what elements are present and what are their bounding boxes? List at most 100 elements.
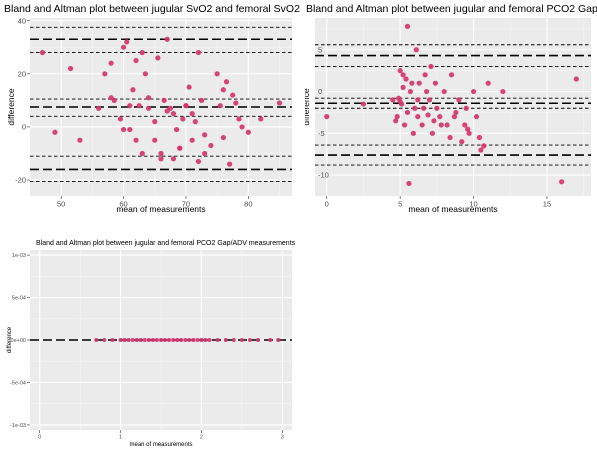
data-point (199, 338, 204, 342)
data-point (227, 161, 233, 167)
y-tick-label: 0 (22, 123, 26, 132)
data-point (145, 95, 152, 101)
data-point (230, 92, 236, 98)
data-point (478, 147, 484, 153)
y-tick-label: -20 (15, 176, 26, 185)
data-point (448, 72, 455, 78)
x-tick-label: 1 (119, 435, 122, 441)
data-point (432, 80, 438, 86)
data-point (396, 95, 402, 101)
data-point (324, 114, 330, 120)
data-point (170, 156, 177, 162)
data-point (145, 105, 152, 111)
data-point (456, 97, 462, 103)
data-point (170, 111, 177, 117)
y-tick-label: 0 (318, 87, 322, 96)
data-point (360, 101, 367, 107)
data-point (409, 80, 415, 86)
data-point (451, 114, 458, 120)
data-point (117, 116, 124, 122)
data-point (198, 97, 205, 103)
x-tick-label: 50 (57, 200, 65, 209)
y-tick-label: -5 (318, 129, 325, 138)
data-point (133, 57, 139, 64)
data-point (426, 97, 433, 103)
x-tick-label: 10 (469, 200, 477, 209)
y-axis-label: difference (7, 326, 13, 353)
data-point (459, 139, 465, 145)
data-point (258, 116, 264, 122)
data-point (152, 137, 158, 143)
data-point (180, 116, 186, 122)
data-point (175, 338, 180, 342)
y-tick-label: 5e-04 (12, 295, 26, 301)
chart-pco2-gap: 0 5 10 15 -10 -5 0 5 Bland and Altman plot betwe… (305, 0, 597, 220)
data-point (406, 180, 412, 187)
data-point (559, 179, 565, 185)
data-point (139, 49, 145, 56)
data-point (407, 88, 414, 95)
data-point (429, 130, 436, 136)
data-point (189, 137, 195, 143)
data-point (120, 126, 127, 133)
data-point (192, 119, 198, 125)
data-point (256, 338, 261, 342)
data-point (202, 150, 208, 157)
data-point (150, 338, 155, 342)
data-point (118, 338, 123, 342)
data-point (394, 114, 400, 120)
data-point (404, 23, 411, 29)
data-point (390, 97, 396, 103)
y-tick-label: 1e-03 (12, 253, 26, 259)
y-tick-label: -5e-04 (10, 380, 26, 386)
data-point (142, 71, 149, 77)
x-tick-label: 5 (398, 200, 402, 209)
data-point (142, 338, 147, 342)
data-point (183, 103, 189, 109)
data-point (441, 88, 447, 95)
data-point (127, 103, 133, 109)
data-point (195, 158, 202, 165)
x-tick-label: 0 (325, 200, 329, 209)
data-point (215, 338, 220, 342)
data-point (220, 87, 226, 93)
x-tick-label: 60 (119, 200, 127, 209)
data-point (136, 103, 142, 109)
x-tick-label: 2 (200, 435, 203, 441)
data-point (164, 108, 170, 114)
data-point (415, 97, 421, 103)
chart-svo2: 50 60 70 80 -20 0 20 40 Bland and Altman plot be… (0, 0, 300, 220)
data-point (428, 63, 434, 70)
data-point (397, 68, 403, 74)
data-point (161, 97, 167, 103)
data-point (223, 79, 230, 85)
data-point (425, 112, 431, 118)
x-tick-label: 3 (281, 435, 284, 441)
data-point (239, 338, 244, 342)
data-point (412, 105, 418, 111)
y-tick-label: -10 (318, 171, 329, 180)
data-point (177, 145, 183, 151)
data-point (159, 338, 163, 342)
chart-pco2-gap-adv-svg: 0 1 2 3 1e-03 5e-04 0e+00 -5e-04 -1e-03 Bland and… (7, 240, 296, 448)
x-tick-label: 70 (182, 200, 190, 209)
data-point (423, 88, 430, 95)
data-point (164, 36, 170, 42)
y-tick-label: 40 (18, 16, 26, 25)
data-point (400, 84, 406, 90)
data-point (473, 114, 480, 120)
data-point (421, 105, 427, 111)
x-tick-label: 15 (543, 200, 551, 209)
data-point (189, 111, 195, 117)
data-point (431, 118, 437, 124)
data-point (447, 134, 453, 141)
data-point (239, 124, 245, 130)
data-point (220, 134, 226, 141)
data-point (573, 76, 579, 82)
plot-background (315, 18, 591, 196)
data-point (122, 338, 127, 342)
data-point (276, 338, 281, 342)
data-point (187, 338, 192, 342)
data-point (183, 338, 188, 342)
